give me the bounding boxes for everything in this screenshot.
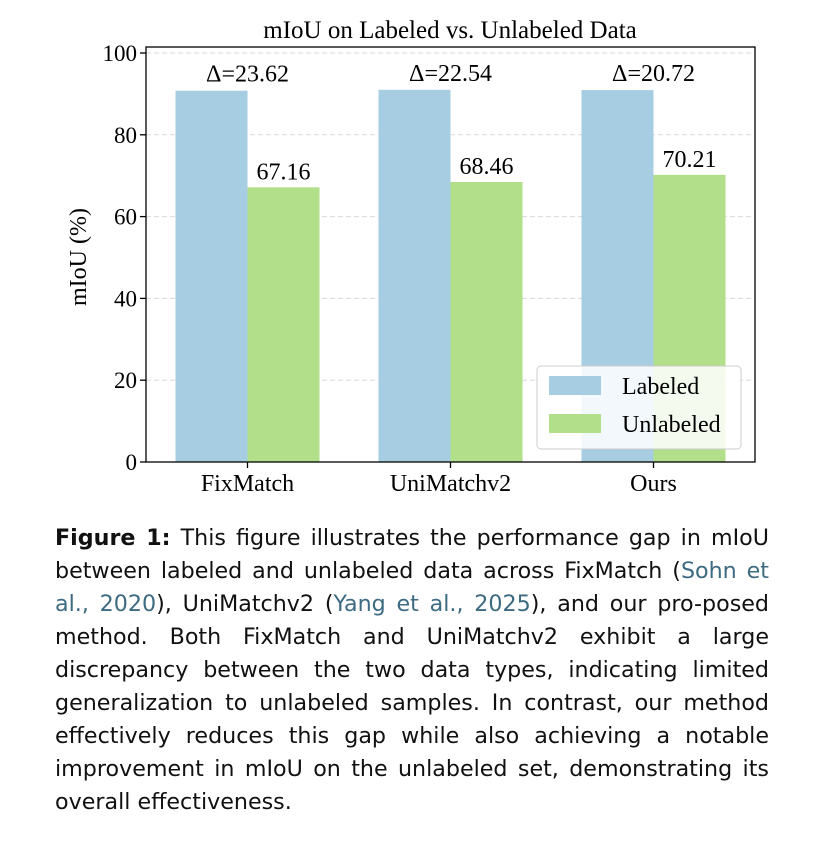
x-tick-label: Ours [630,471,677,497]
x-tick-label: UniMatchv2 [390,471,511,497]
x-axis-ticks: FixMatch UniMatchv2 Ours [201,462,677,497]
citation-yang[interactable]: Yang et al., 2025 [333,591,530,617]
bar-value-label: 68.46 [460,154,514,180]
bar-value-label: 70.21 [663,147,717,173]
bar-chart: mIoU on Labeled vs. Unlabeled Data mIoU … [0,0,822,515]
y-tick-label: 80 [114,123,137,148]
legend: Labeled Unlabeled [537,366,741,449]
legend-label-labeled: Labeled [622,374,699,400]
x-tick-label: FixMatch [201,471,294,497]
delta-annotations: Δ=23.62 Δ=22.54 Δ=20.72 [206,61,695,88]
caption-text-2: ), UniMatchv2 ( [156,591,333,617]
y-axis-label: mIoU (%) [66,208,92,306]
y-tick-label: 0 [126,450,138,475]
bar-value-label: 67.16 [257,159,311,185]
bar [176,91,248,462]
y-tick-label: 100 [103,41,138,66]
figure-label: Figure 1: [55,525,171,551]
legend-swatch-unlabeled [549,414,601,433]
y-axis-ticks: 0 20 40 60 80 100 [103,41,147,475]
figure-caption: Figure 1: This figure illustrates the pe… [55,522,769,819]
y-tick-label: 40 [114,286,137,311]
delta-annotation: Δ=22.54 [409,61,492,87]
bar [451,182,523,462]
y-tick-label: 60 [114,205,137,230]
delta-annotation: Δ=20.72 [612,61,695,87]
bar [248,187,320,462]
y-tick-label: 20 [114,368,137,393]
legend-label-unlabeled: Unlabeled [622,412,721,438]
caption-text-3: ), and our pro-posed method. Both FixMat… [55,591,769,815]
legend-swatch-labeled [549,376,601,395]
bar [379,90,451,462]
delta-annotation: Δ=23.62 [206,62,289,88]
chart-title: mIoU on Labeled vs. Unlabeled Data [263,17,637,44]
